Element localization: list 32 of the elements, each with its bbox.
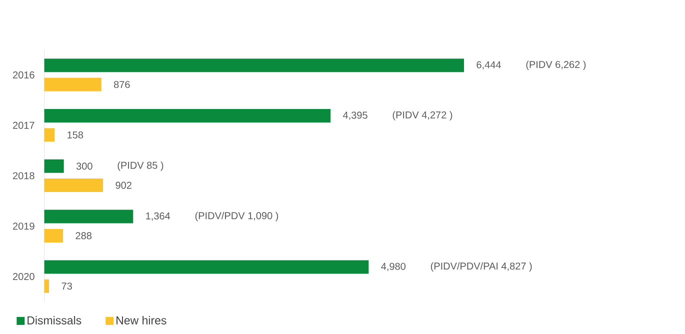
- bar: [44, 78, 102, 92]
- y-tick-label: 2017: [13, 122, 34, 129]
- annotation: (PIDV 4,272 ): [392, 111, 452, 120]
- legend-label: New hires: [116, 316, 166, 324]
- bar: [44, 279, 50, 293]
- data-label: 73: [62, 282, 72, 290]
- data-label: 158: [68, 131, 84, 138]
- y-tick-label: 2016: [13, 71, 34, 78]
- bar: [44, 109, 331, 123]
- data-label: 4,395: [343, 112, 368, 120]
- data-label: 6,444: [476, 61, 501, 70]
- bar: [44, 159, 64, 173]
- data-label: 300: [76, 162, 92, 170]
- bar: [44, 228, 64, 242]
- data-label: 4,980: [381, 262, 406, 272]
- data-label: 902: [116, 182, 132, 189]
- annotation: (PIDV 85 ): [118, 162, 164, 171]
- bar: [44, 128, 55, 142]
- data-label: 288: [76, 232, 92, 240]
- bar: [44, 210, 134, 224]
- data-label: 876: [114, 80, 130, 88]
- y-tick-label: 2019: [13, 222, 34, 230]
- bar: [44, 260, 369, 274]
- data-label: 1,364: [146, 212, 170, 221]
- y-tick-label: 2020: [13, 272, 34, 280]
- text: (PIDV 6,262 ): [526, 60, 586, 70]
- bar: [44, 178, 104, 192]
- y-tick-label: 2018: [13, 172, 34, 180]
- legend-label: Dismissals: [28, 316, 82, 324]
- bar: [44, 58, 464, 72]
- annotation: (PIDV/PDV/PAI 4,827 ): [430, 262, 532, 272]
- annotation: (PIDV/PDV 1,090 ): [195, 212, 278, 222]
